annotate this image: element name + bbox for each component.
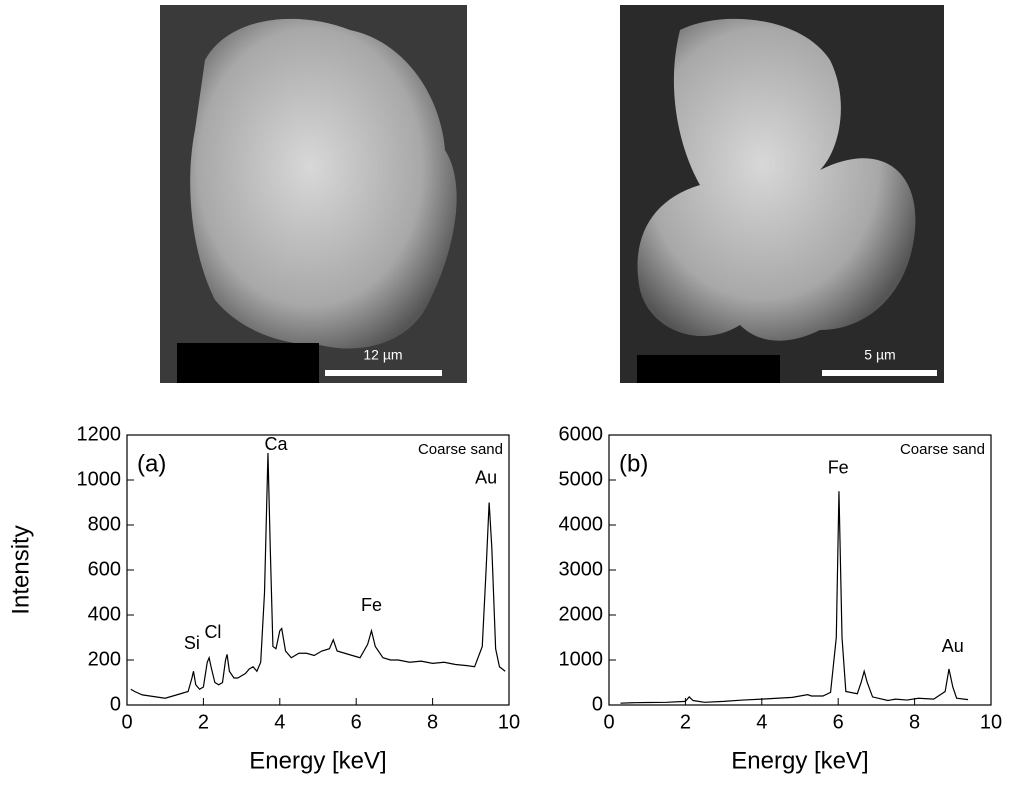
y-tick-label: 1000 [559,648,604,670]
note: Coarse sand [900,441,985,458]
x-tick-label: 8 [427,711,438,733]
peak-label: Au [475,468,497,488]
spectrum-line [131,453,505,698]
scale-label: 12 µm [363,347,402,363]
x-tick-label: 0 [121,711,132,733]
y-tick-label: 3000 [559,558,604,580]
plot-frame [609,435,991,705]
x-tick-label: 10 [498,711,520,733]
y-tick-label: 2000 [559,603,604,625]
x-tick-label: 8 [909,711,920,733]
x-tick-label: 4 [756,711,767,733]
peak-label: Fe [828,458,849,478]
panel-label: (a) [137,450,166,477]
x-tick-label: 6 [351,711,362,733]
y-tick-label: 600 [88,558,121,580]
y-tick-label: 1200 [77,423,122,445]
sem-image-a: 12 µm [160,5,467,383]
spectrum-line [620,491,968,703]
y-tick-label: 400 [88,603,121,625]
sem-image-b: 5 µm [620,5,944,383]
y-tick-label: 200 [88,648,121,670]
y-tick-label: 0 [110,693,121,715]
scale-label: 5 µm [864,347,895,363]
x-tick-label: 2 [680,711,691,733]
peak-label: Au [942,636,964,656]
x-axis-label: Energy [keV] [731,747,868,774]
note: Coarse sand [418,441,503,458]
x-tick-label: 0 [603,711,614,733]
peak-label: Fe [361,595,382,615]
x-tick-label: 10 [980,711,1002,733]
page: 12 µm 5 µm 0200400600800100012000246810E… [0,0,1013,790]
y-tick-label: 800 [88,513,121,535]
y-axis-label: Intensity [7,525,34,614]
peak-label: Ca [264,434,288,454]
panel-label: (b) [619,450,648,477]
x-tick-label: 2 [198,711,209,733]
x-axis-label: Energy [keV] [249,747,386,774]
y-tick-label: 0 [592,693,603,715]
peak-label: Cl [204,622,221,642]
x-tick-label: 4 [274,711,285,733]
plot-frame [127,435,509,705]
y-tick-label: 4000 [559,513,604,535]
figure: 12 µm 5 µm 0200400600800100012000246810E… [0,0,1013,785]
y-tick-label: 5000 [559,468,604,490]
y-tick-label: 1000 [77,468,122,490]
peak-label: Si [184,633,200,653]
y-tick-label: 6000 [559,423,604,445]
x-tick-label: 6 [833,711,844,733]
